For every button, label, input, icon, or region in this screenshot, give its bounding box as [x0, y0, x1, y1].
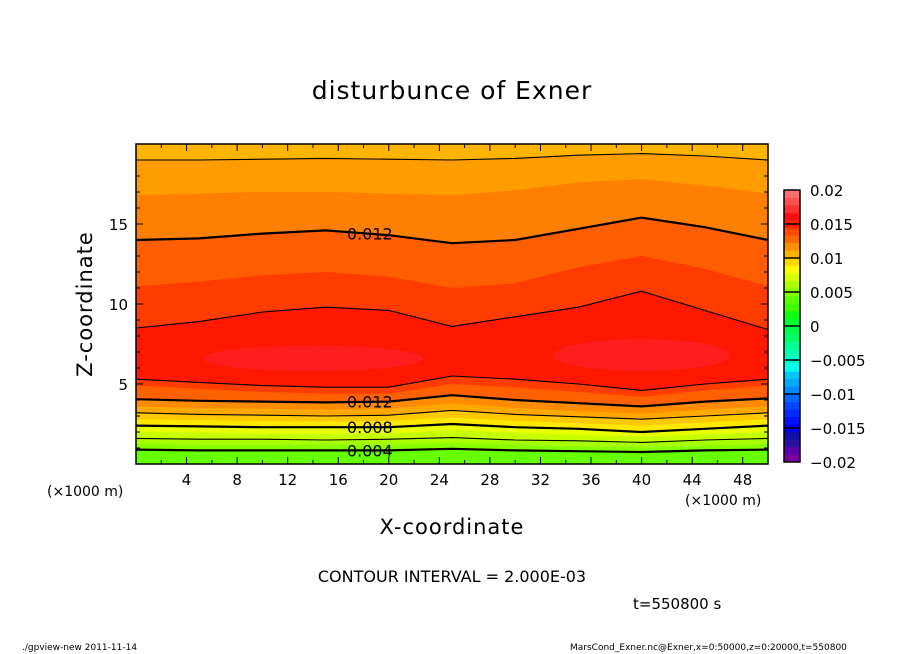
x-tick-label: 36: [581, 471, 600, 489]
x-tick-label: 20: [379, 471, 398, 489]
x-unit-label-right: (×1000 m): [685, 493, 762, 509]
colorbar-cell: [784, 280, 800, 289]
y-tick-label: 15: [109, 216, 128, 234]
colorbar-cell: [784, 265, 800, 274]
colorbar-cell: [784, 341, 800, 349]
colorbar-cell: [784, 303, 800, 312]
x-tick-label: 48: [733, 471, 752, 489]
x-tick-label: 4: [182, 471, 192, 489]
contour-line: [136, 375, 768, 391]
colorbar-cell: [784, 416, 800, 425]
colorbar-cell: [784, 454, 800, 463]
contour-label: 0.012: [347, 393, 393, 412]
colorbar-tick-label: 0.015: [810, 216, 853, 234]
plot-area: 0.012 0.012 0.008 0.004: [136, 144, 768, 464]
colorbar-cell: [784, 310, 800, 319]
colorbar-tick-label: 0.01: [810, 250, 843, 268]
x-tick-label: 24: [430, 471, 449, 489]
colorbar-tick-label: −0.015: [810, 420, 866, 438]
x-tick-label: 40: [632, 471, 651, 489]
contour-line: [136, 290, 768, 331]
contour-line: [136, 422, 768, 434]
x-tick-label: 16: [329, 471, 348, 489]
colorbar-tick-label: −0.005: [810, 352, 866, 370]
chart-title: disturbunce of Exner: [311, 76, 593, 105]
footer-data-source: MarsCond_Exner.nc@Exner,x=0:50000,z=0:20…: [570, 643, 847, 653]
x-axis-label: X-coordinate: [379, 515, 525, 539]
colorbar-tick-label: −0.01: [810, 386, 856, 404]
contour-label: 0.012: [347, 225, 393, 244]
colorbar-cell: [784, 446, 800, 455]
colorbar-cell: [784, 333, 800, 342]
contour-label: 0.004: [347, 441, 393, 460]
colorbar-cell: [784, 318, 800, 327]
colorbar-cell: [784, 439, 800, 448]
colorbar-cell: [784, 326, 800, 334]
colorbar-cell: [784, 409, 800, 417]
colorbar-cell: [784, 212, 800, 221]
contour-line: [136, 394, 768, 408]
y-tick-label: 10: [109, 296, 128, 314]
colorbar-cell: [784, 250, 800, 259]
contour-label: 0.008: [347, 418, 393, 437]
colorbar-cell: [784, 235, 800, 244]
x-tick-label: 8: [232, 471, 242, 489]
colorbar-cell: [784, 386, 800, 395]
colorbar-cell: [784, 197, 800, 206]
colorbar-cell: [784, 363, 800, 372]
colorbar-cell: [784, 190, 800, 198]
maximum-region: [202, 345, 423, 372]
x-unit-label-left: (×1000 m): [47, 484, 124, 500]
contour-line: [136, 153, 768, 161]
colorbar-cell: [784, 394, 800, 402]
colorbar-cell: [784, 371, 800, 380]
colorbar-tick-label: 0.005: [810, 284, 853, 302]
x-tick-label: 32: [531, 471, 550, 489]
maximum-region: [553, 339, 731, 372]
time-text: t=550800 s: [633, 595, 722, 613]
colorbar-tick-label: −0.02: [810, 454, 856, 472]
contour-line: [136, 447, 768, 454]
colorbar-cell: [784, 227, 800, 236]
y-tick-label: 5: [118, 376, 128, 394]
colorbar-cell: [784, 205, 800, 213]
colorbar-tick-label: 0.02: [810, 182, 843, 200]
footer-program-date: ./gpview-new 2011-11-14: [22, 643, 138, 653]
colorbar-cell: [784, 273, 800, 281]
x-tick-label: 28: [480, 471, 499, 489]
colorbar-cell: [784, 348, 800, 357]
x-tick-label: 12: [278, 471, 297, 489]
colorbar-cell: [784, 401, 800, 410]
contour-line: [136, 216, 768, 245]
colorbar-tick-label: 0: [810, 318, 820, 336]
colorbar-cell: [784, 431, 800, 440]
contour-line: [136, 409, 768, 420]
colorbar-cell: [784, 295, 800, 304]
colorbar-cell: [784, 258, 800, 266]
colorbar-cell: [784, 242, 800, 251]
colorbar-cell: [784, 378, 800, 387]
contour-interval-text: CONTOUR INTERVAL = 2.000E-03: [317, 567, 587, 586]
x-tick-label: 44: [683, 471, 702, 489]
contour-line: [136, 437, 768, 443]
y-axis-label: Z-coordinate: [73, 231, 97, 377]
